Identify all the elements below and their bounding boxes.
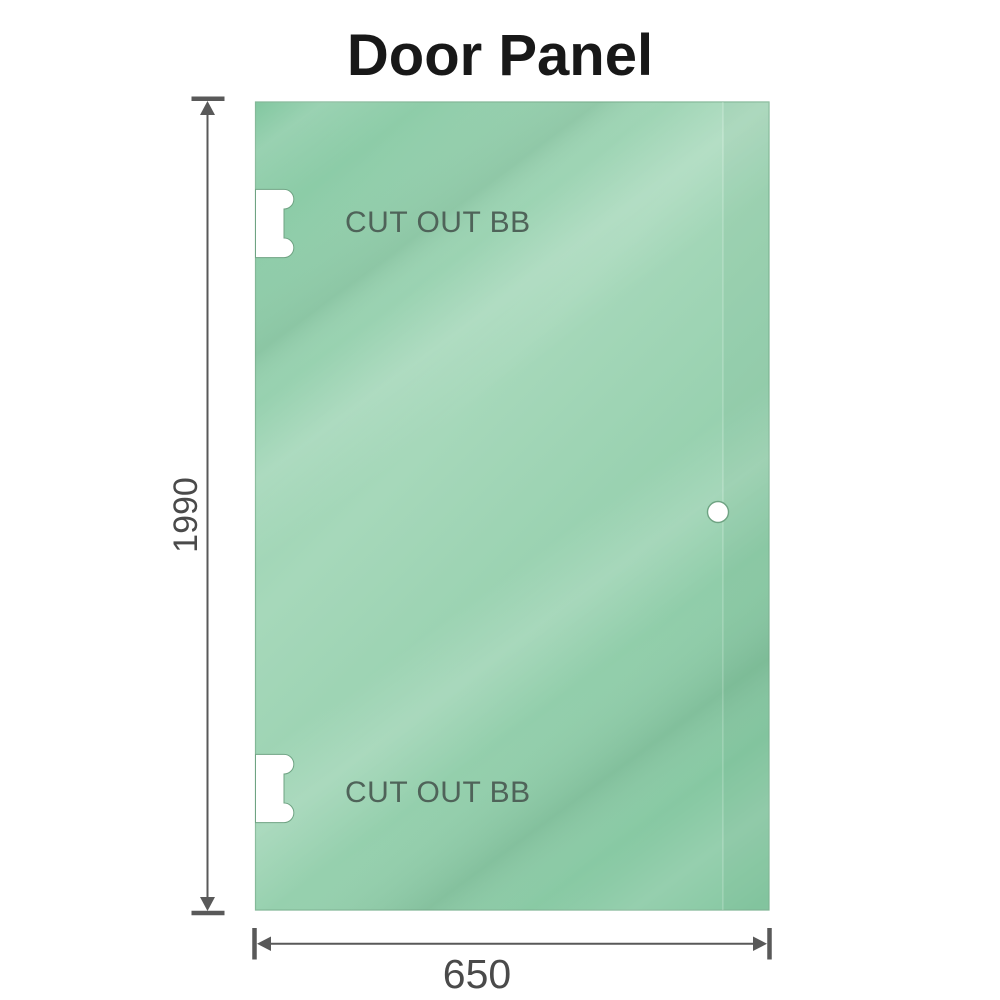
svg-text:650: 650 [443,951,511,997]
svg-text:CUT OUT BB: CUT OUT BB [345,206,531,239]
svg-text:CUT OUT BB: CUT OUT BB [345,776,531,809]
svg-text:1990: 1990 [167,477,205,553]
